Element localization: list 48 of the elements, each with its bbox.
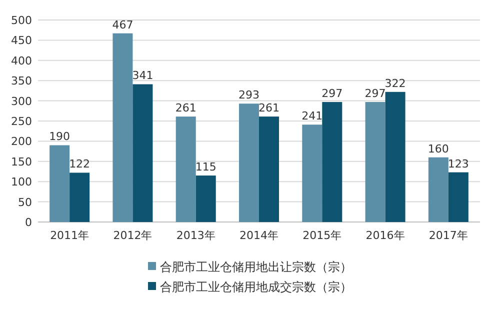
data-label: 122 <box>69 158 90 171</box>
y-tick-label: 400 <box>11 54 32 68</box>
bar <box>448 172 468 222</box>
x-tick-label: 2012年 <box>113 229 152 242</box>
data-label: 467 <box>112 18 134 32</box>
bar <box>365 102 386 222</box>
bar <box>50 145 70 222</box>
x-tick-label: 2016年 <box>366 229 405 242</box>
y-tick-label: 500 <box>11 14 32 27</box>
bar <box>259 116 279 222</box>
data-label: 341 <box>132 69 154 82</box>
data-label: 322 <box>384 76 406 90</box>
bar <box>112 33 133 222</box>
x-tick-label: 2017年 <box>428 229 468 242</box>
y-tick-label: 50 <box>18 196 32 209</box>
legend-label: 合肥市工业仓储用地成交宗数（宗） <box>160 280 352 294</box>
data-label: 190 <box>49 130 70 144</box>
data-label: 241 <box>302 110 323 123</box>
y-tick-label: 150 <box>11 155 32 168</box>
x-tick-label: 2013年 <box>176 229 216 242</box>
bar <box>302 124 322 222</box>
bar <box>176 116 196 222</box>
y-tick-label: 300 <box>11 94 32 108</box>
bar <box>428 157 448 222</box>
data-label: 297 <box>364 87 386 100</box>
x-tick-label: 2014年 <box>240 229 278 242</box>
bar <box>132 84 153 222</box>
data-label: 297 <box>322 87 343 100</box>
x-tick-label: 2015年 <box>302 229 342 242</box>
legend-label: 合肥市工业仓储用地出让宗数（宗） <box>160 260 352 274</box>
data-label: 115 <box>195 160 216 174</box>
bar <box>70 172 90 222</box>
y-tick-label: 450 <box>11 34 32 48</box>
data-label: 261 <box>175 102 196 115</box>
data-label: 261 <box>258 102 280 115</box>
data-label: 160 <box>428 142 449 156</box>
y-tick-label: 350 <box>11 74 32 88</box>
x-tick-label: 2011年 <box>50 229 90 242</box>
bar <box>322 102 342 222</box>
y-tick-label: 100 <box>11 176 32 189</box>
bar <box>196 176 216 222</box>
bar <box>385 92 406 222</box>
y-tick-label: 0 <box>25 216 32 229</box>
y-tick-label: 200 <box>11 135 32 148</box>
data-label: 123 <box>448 157 469 170</box>
y-tick-label: 250 <box>11 115 32 128</box>
data-label: 293 <box>238 88 260 102</box>
bar <box>239 104 259 222</box>
